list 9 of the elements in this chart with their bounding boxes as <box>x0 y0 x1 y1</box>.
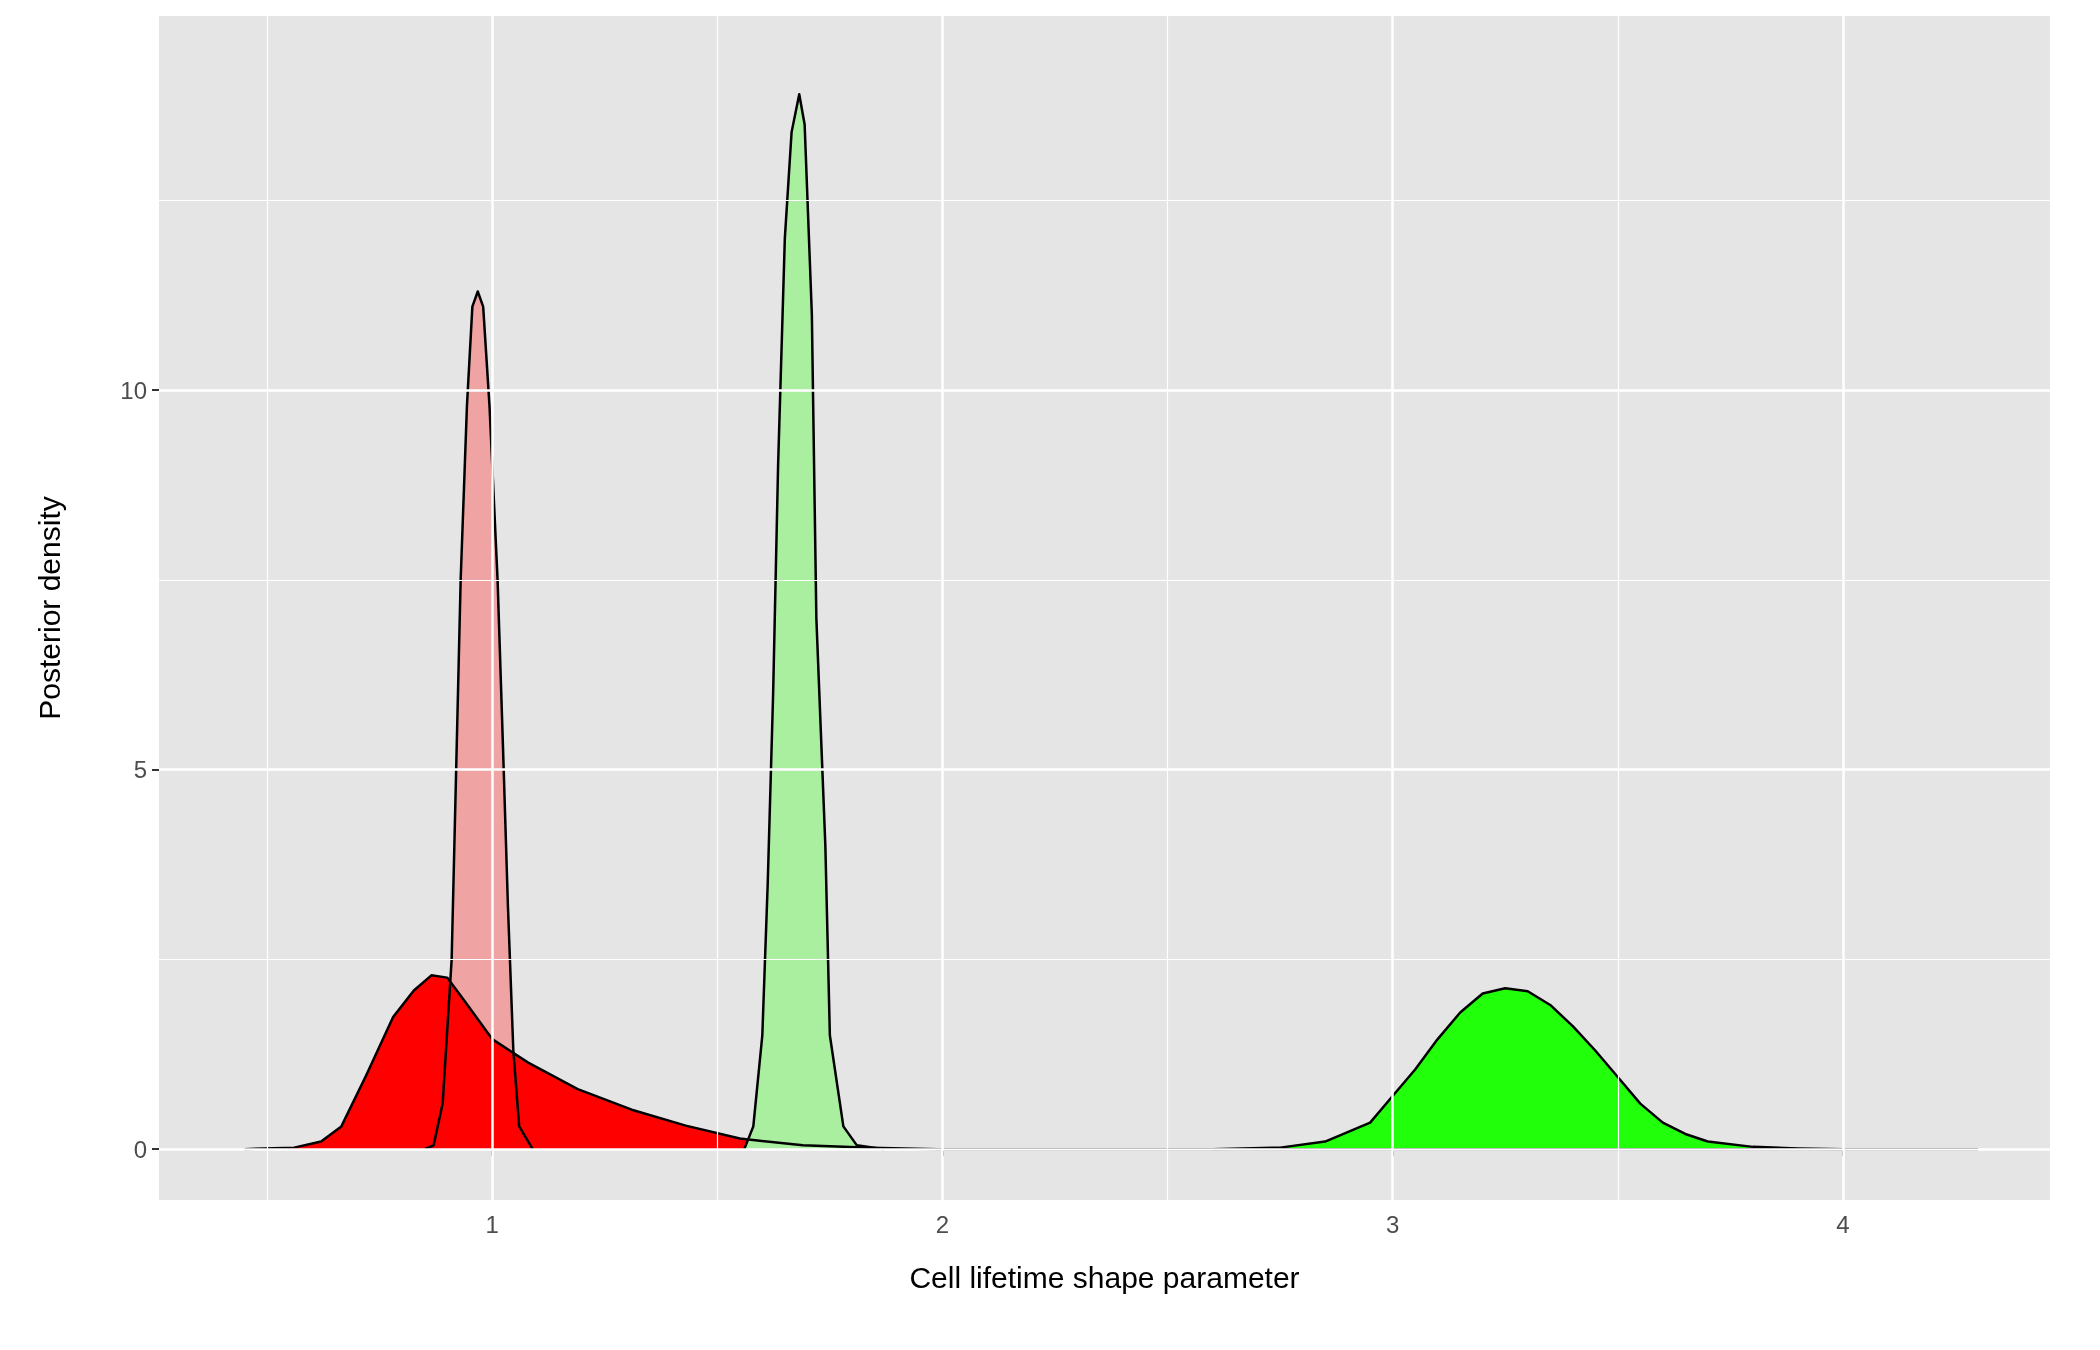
y-tick-label: 0 <box>133 1135 147 1163</box>
x-tick-label: 1 <box>485 1210 499 1238</box>
y-axis-title: Posterior density <box>32 496 66 720</box>
y-tick-label: 10 <box>120 376 147 404</box>
x-tick-label: 2 <box>935 1210 950 1238</box>
y-tick-label: 5 <box>133 756 147 784</box>
x-tick-label: 3 <box>1385 1210 1400 1238</box>
x-axis-title: Cell lifetime shape parameter <box>909 1260 1300 1294</box>
x-tick-label: 4 <box>1836 1210 1850 1238</box>
